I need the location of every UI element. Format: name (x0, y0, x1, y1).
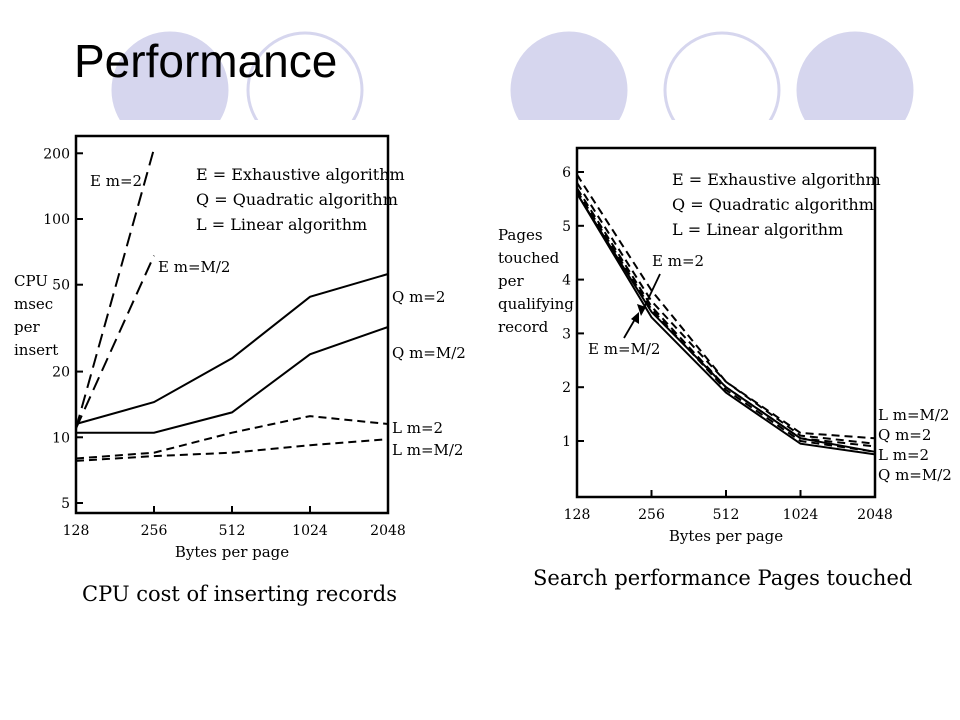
annotation-label: E m=2 (652, 252, 704, 270)
legend-entry: L = Linear algorithm (196, 215, 367, 234)
decorative-circle-3 (510, 31, 628, 130)
x-tick-label: 128 (564, 507, 591, 523)
y-axis-label: CPU (14, 272, 48, 290)
series-line (75, 148, 155, 429)
cpu-chart-caption: CPU cost of inserting records (82, 582, 397, 606)
decorative-circle-5 (796, 31, 914, 130)
x-tick-label: 1024 (292, 523, 328, 539)
y-axis-label: per (498, 272, 524, 290)
y-axis-label: qualifying (498, 295, 574, 313)
series-line (75, 255, 155, 429)
slide-title: Performance (74, 35, 338, 87)
y-tick-label: 6 (562, 165, 571, 181)
series-line (75, 438, 389, 462)
y-tick-label: 200 (43, 146, 70, 162)
cpu-cost-chart: 128 256 512 1024 2048 Bytes per page 5 10 20 50 10… (14, 134, 466, 561)
legend-entry: L = Linear algorithm (672, 220, 843, 239)
legend-entry: E = Exhaustive algorithm (196, 165, 405, 184)
series-label: Q m=M/2 (392, 344, 466, 362)
x-tick-label: 2048 (370, 523, 406, 539)
x-tick-label: 2048 (857, 507, 893, 523)
series-line (576, 187, 876, 448)
series-line (576, 192, 876, 456)
legend-entry: E = Exhaustive algorithm (672, 170, 881, 189)
y-axis-label: Pages (498, 226, 543, 244)
y-axis-label: insert (14, 341, 58, 359)
legend-entry: Q = Quadratic algorithm (672, 195, 874, 214)
series-label: Q m=2 (392, 288, 445, 306)
x-axis-label: Bytes per page (175, 543, 289, 561)
decorative-circle-4 (663, 31, 781, 130)
y-tick-label: 4 (562, 273, 571, 289)
annotation-arrowhead (631, 312, 639, 324)
y-axis-label: touched (498, 249, 560, 267)
series-line (576, 182, 876, 445)
legend-entry: Q = Quadratic algorithm (196, 190, 398, 209)
series-label: E m=2 (90, 172, 142, 190)
x-tick-label: 256 (141, 523, 168, 539)
annotation-label: E m=M/2 (588, 340, 660, 358)
series-end-label: L m=M/2 (878, 406, 949, 424)
circle-mask (0, 120, 960, 130)
annotation-arrowhead (637, 304, 646, 316)
series-line (576, 174, 876, 440)
y-tick-label: 5 (61, 496, 70, 512)
y-axis-label: msec (14, 295, 53, 313)
decorative-circle-2 (246, 31, 364, 130)
y-tick-label: 20 (52, 365, 70, 381)
series-line (75, 273, 389, 425)
y-axis-label: record (498, 318, 549, 336)
search-performance-chart: 128 256 512 1024 2048 Bytes per page 1 2 3 4 5 6 Pag… (498, 146, 952, 545)
x-tick-label: 1024 (783, 507, 819, 523)
series-line (76, 326, 389, 434)
series-label: E m=M/2 (158, 258, 230, 276)
y-tick-label: 50 (52, 278, 70, 294)
y-tick-label: 3 (562, 326, 571, 342)
y-tick-label: 1 (562, 434, 571, 450)
x-axis-label: Bytes per page (669, 527, 783, 545)
y-tick-label: 100 (43, 212, 70, 228)
series-label: L m=2 (392, 419, 443, 437)
x-tick-label: 256 (638, 507, 665, 523)
series-label: L m=M/2 (392, 441, 463, 459)
decorative-circle-1 (111, 31, 229, 130)
y-tick-label: 5 (562, 219, 571, 235)
y-tick-label: 2 (562, 380, 571, 396)
series-line (75, 415, 389, 460)
y-axis-label: per (14, 318, 40, 336)
x-tick-label: 512 (219, 523, 246, 539)
y-tick-label: 10 (52, 430, 70, 446)
x-tick-label: 128 (63, 523, 90, 539)
series-line (576, 190, 876, 453)
decorative-circles (0, 31, 960, 130)
search-chart-caption: Search performance Pages touched (533, 566, 913, 590)
x-tick-label: 512 (713, 507, 740, 523)
series-end-label: Q m=M/2 (878, 466, 952, 484)
series-end-label: L m=2 (878, 446, 929, 464)
series-end-label: Q m=2 (878, 426, 931, 444)
